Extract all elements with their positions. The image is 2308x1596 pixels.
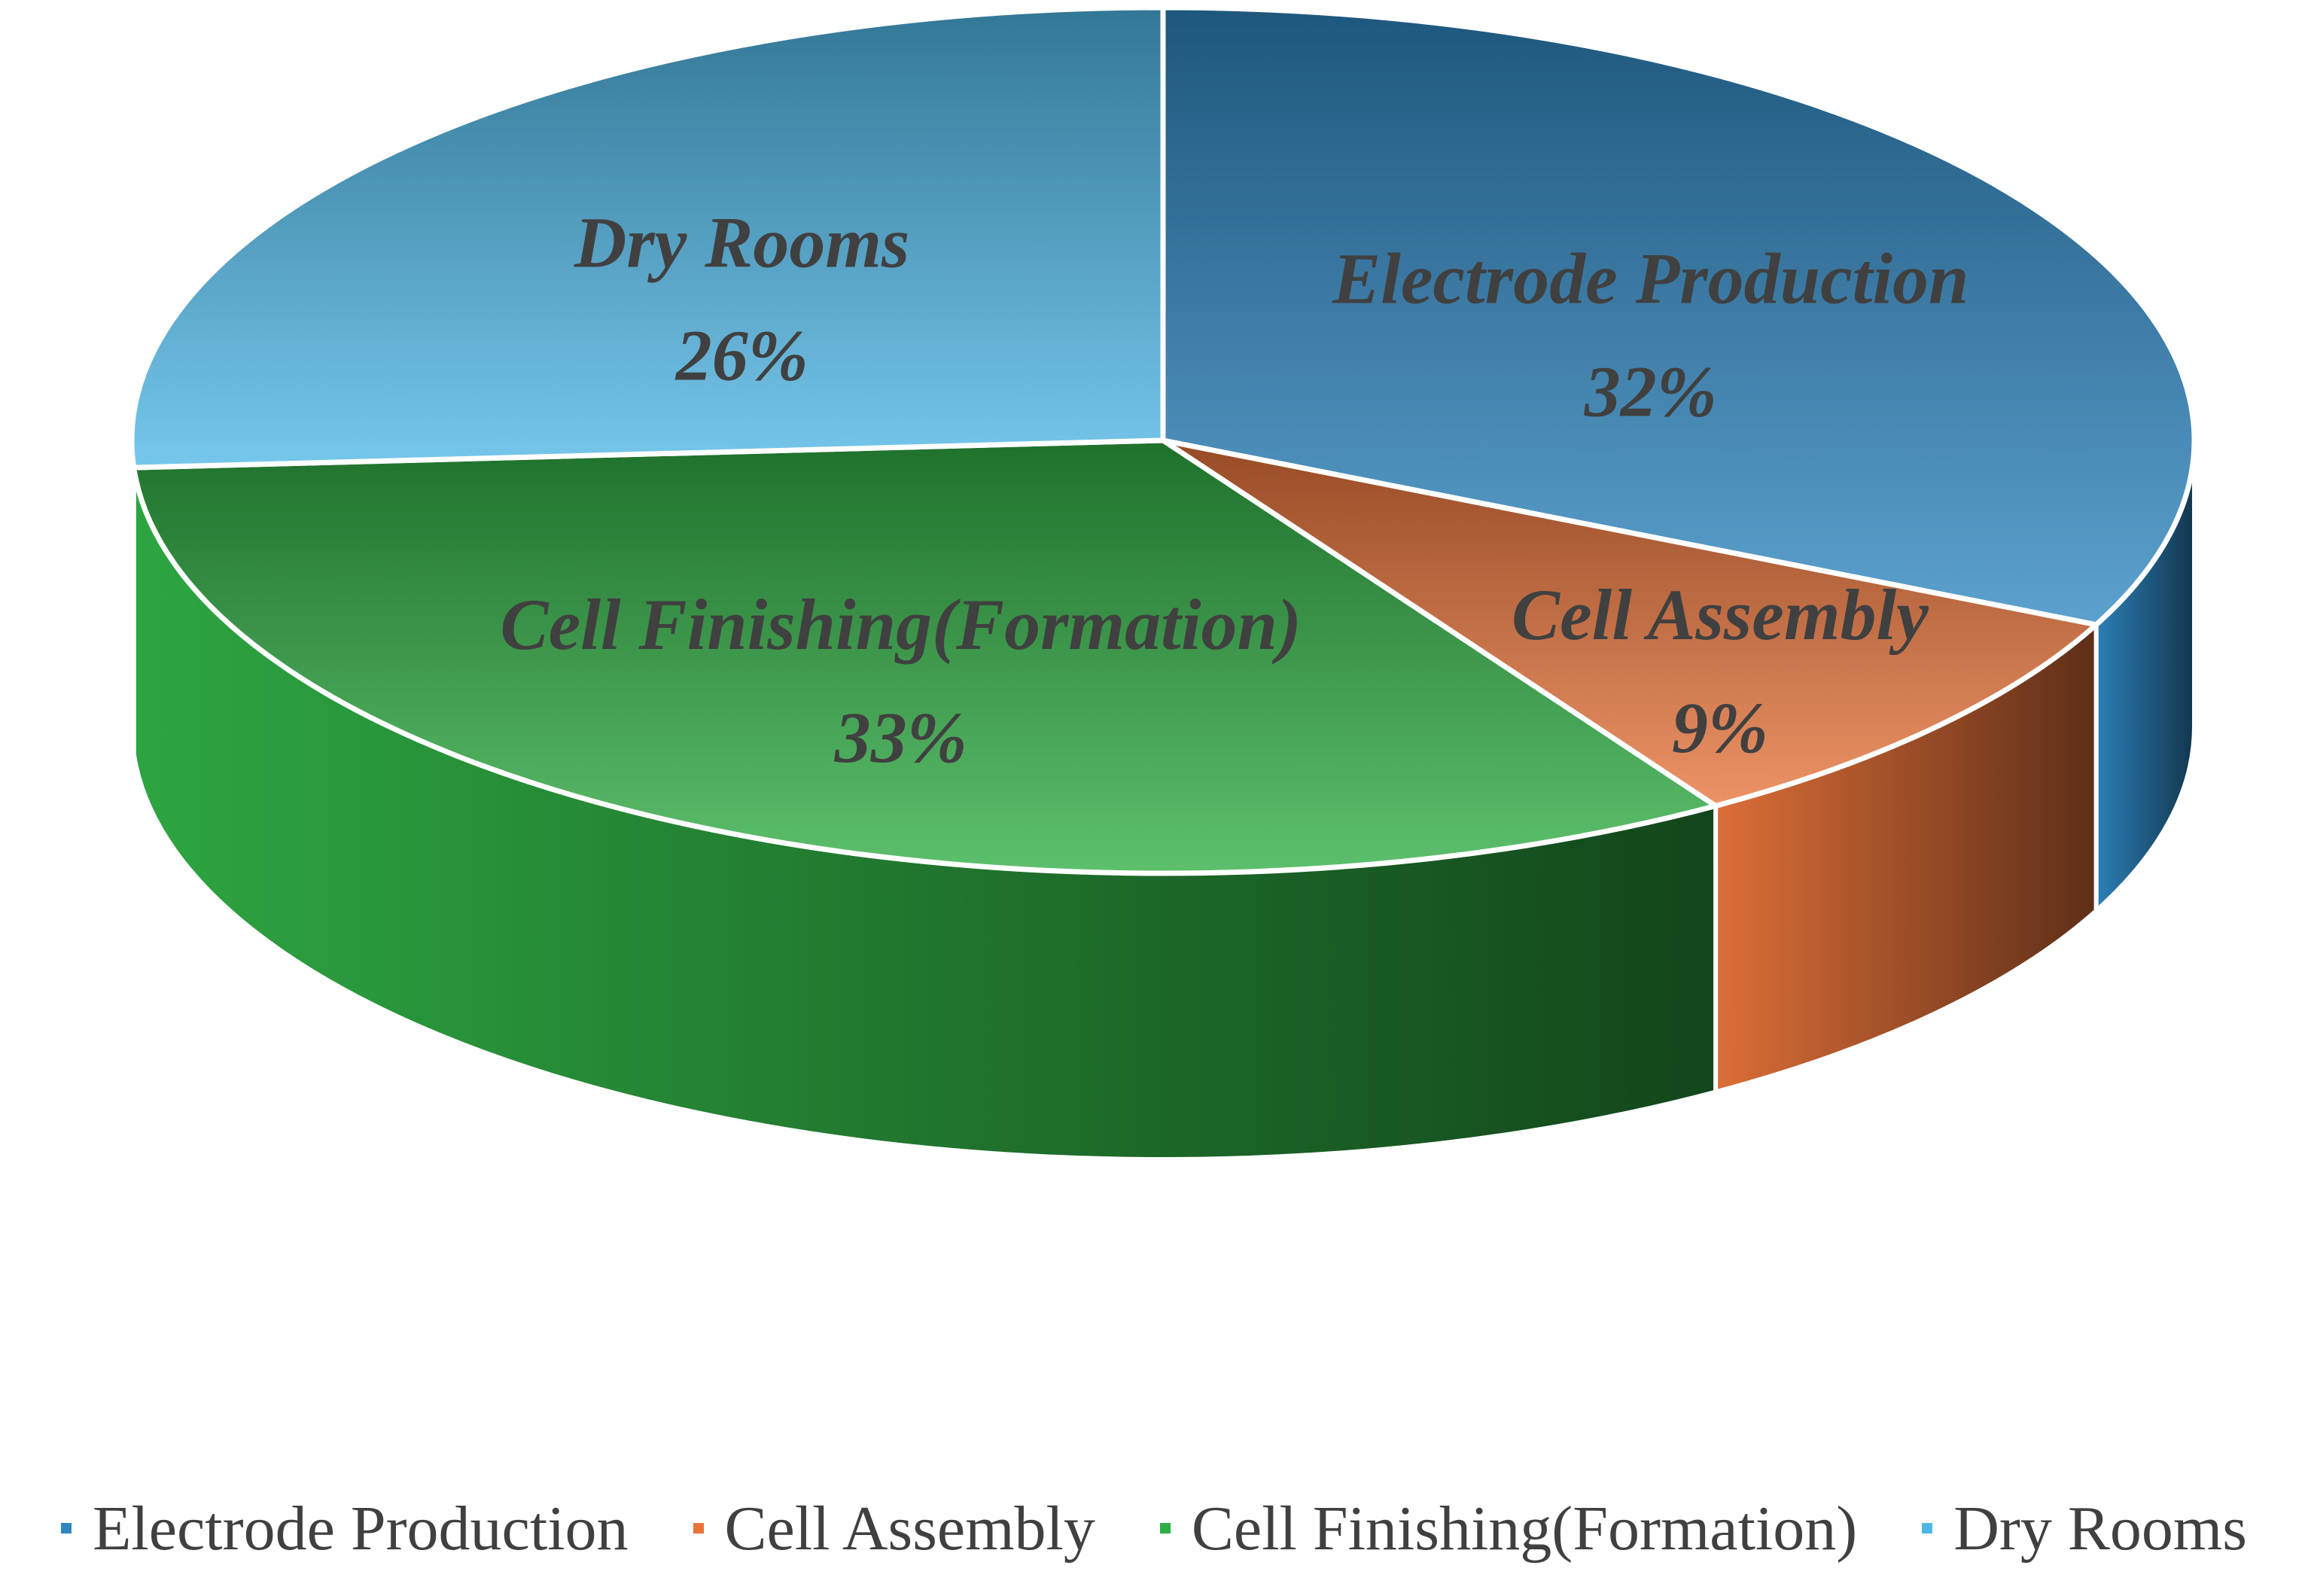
legend-item-electrode-production: Electrode Production [61, 1492, 629, 1565]
legend-item-cell-finishing: Cell Finishing(Formation) [1159, 1492, 1858, 1565]
legend-label: Electrode Production [93, 1493, 629, 1564]
legend-item-cell-assembly: Cell Assembly [693, 1492, 1095, 1565]
legend-swatch [61, 1523, 72, 1534]
pie-slice-dry-rooms [129, 5, 1166, 471]
legend-label: Dry Rooms [1953, 1493, 2247, 1564]
pie-side-dry-rooms [129, 438, 136, 757]
slice-value-dry-rooms: 26% [674, 315, 808, 396]
legend-label: Cell Assembly [724, 1493, 1095, 1564]
slice-value-electrode-production: 32% [1584, 351, 1717, 431]
chart-legend: Electrode Production Cell Assembly Cell … [0, 1487, 2308, 1570]
slice-label-dry-rooms: Dry Rooms [574, 203, 909, 283]
slice-value-cell-assembly: 9% [1672, 687, 1768, 768]
slice-label-electrode-production: Electrode Production [1332, 238, 1968, 318]
pie-slice-electrode-production [1160, 5, 2197, 628]
slice-label-cell-finishing-formation: Cell Finishing(Formation) [501, 584, 1302, 665]
pie-slice-cell-assembly [1160, 437, 2099, 809]
legend-swatch [1159, 1523, 1171, 1534]
slice-label-cell-assembly: Cell Assembly [1512, 574, 1929, 655]
legend-item-dry-rooms: Dry Rooms [1922, 1492, 2247, 1565]
legend-swatch [1922, 1523, 1933, 1534]
slice-value-cell-finishing-formation: 33% [834, 697, 967, 778]
legend-label: Cell Finishing(Formation) [1191, 1493, 1858, 1564]
pie-slice-cell-finishing-formation [131, 437, 1719, 876]
legend-swatch [693, 1523, 704, 1534]
